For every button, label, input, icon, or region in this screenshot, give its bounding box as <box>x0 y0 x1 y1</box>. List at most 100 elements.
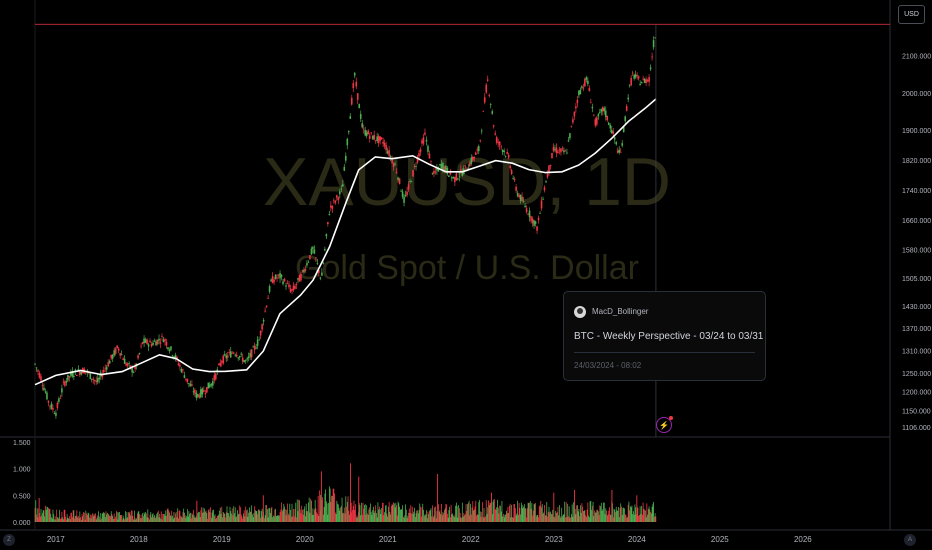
candle-body <box>564 150 567 152</box>
candle-body <box>516 193 519 196</box>
candle-body <box>530 216 532 221</box>
candle-body <box>194 389 196 394</box>
candle-body <box>352 83 355 89</box>
candle-body <box>403 196 405 203</box>
candle-body <box>380 137 383 139</box>
lightning-icon[interactable]: ⚡ <box>656 416 673 433</box>
candle-body <box>573 111 576 117</box>
candle-body <box>409 180 411 182</box>
candle-body <box>483 97 486 103</box>
candle-body <box>319 277 322 279</box>
candle-body <box>648 77 650 82</box>
candle-body <box>510 170 513 175</box>
candle-body <box>71 371 74 377</box>
candle-body <box>515 186 517 191</box>
candle-body <box>237 357 240 359</box>
candle-body <box>120 354 123 356</box>
candle-body <box>413 166 416 167</box>
candle-body <box>183 375 186 379</box>
candle-body <box>174 354 177 360</box>
candle-body <box>255 347 257 349</box>
candle-body <box>415 165 417 167</box>
avatar[interactable] <box>574 306 586 318</box>
candle-body <box>149 340 151 343</box>
candle-body <box>637 76 640 79</box>
candle-body <box>49 405 51 407</box>
candle-body <box>359 113 362 119</box>
auto-scale-button[interactable]: A <box>904 534 916 546</box>
candle-body <box>156 339 159 345</box>
candle-body <box>303 269 305 273</box>
candle-body <box>141 342 144 344</box>
candle-body <box>240 353 242 355</box>
candle-body <box>640 82 643 84</box>
candle-body <box>253 345 256 350</box>
candle-body <box>554 149 556 150</box>
price-tick-label: 1505.000 <box>902 276 931 283</box>
candle-body <box>504 155 507 157</box>
candle-body <box>347 131 350 133</box>
zoom-toggle-button[interactable]: Z <box>3 534 15 546</box>
candle-body <box>391 159 393 163</box>
candle-body <box>262 319 265 322</box>
currency-button[interactable]: USD <box>898 5 925 24</box>
candle-body <box>322 262 325 264</box>
candle-body <box>214 373 217 380</box>
candles <box>34 36 656 419</box>
candle-body <box>471 156 474 161</box>
candle-body <box>59 397 62 399</box>
candle-body <box>398 178 401 184</box>
candle-body <box>76 374 78 376</box>
candle-body <box>434 171 437 173</box>
candle-body <box>110 354 113 359</box>
candle-body <box>229 351 232 358</box>
candle-body <box>333 199 335 201</box>
candle-body <box>244 360 247 361</box>
candle-body <box>144 339 147 343</box>
candle-body <box>316 263 319 264</box>
candle-body <box>537 217 540 220</box>
idea-author[interactable]: MacD_Bollinger <box>592 307 649 316</box>
candle-body <box>561 148 564 150</box>
candle-body <box>41 385 44 387</box>
candle-body <box>619 151 622 153</box>
candle-body <box>234 354 237 356</box>
candle-body <box>138 353 141 354</box>
candle-body <box>425 139 428 142</box>
candle-body <box>503 150 505 153</box>
candle-body <box>43 387 45 391</box>
candle-body <box>274 274 277 279</box>
candle-body <box>395 171 398 173</box>
candle-body <box>90 378 93 380</box>
candle-body <box>74 369 77 372</box>
candle-body <box>555 147 558 153</box>
candle-body <box>634 74 637 78</box>
price-tick-label: 2000.000 <box>902 91 931 98</box>
candle-body <box>454 176 456 183</box>
candle-body <box>603 108 606 112</box>
candle-body <box>126 363 129 366</box>
candle-body <box>500 146 502 148</box>
candle-body <box>569 133 571 139</box>
candle-body <box>461 172 464 176</box>
candle-body <box>273 279 275 283</box>
price-tick-label: 1900.000 <box>902 128 931 135</box>
candle-body <box>73 375 75 377</box>
candle-body <box>534 221 537 224</box>
idea-card[interactable]: MacD_Bollinger BTC - Weekly Perspective … <box>563 291 766 381</box>
candle-body <box>386 151 389 154</box>
candle-body <box>180 368 183 373</box>
candle-body <box>213 375 216 381</box>
price-tick-label: 1580.000 <box>902 248 931 255</box>
candle-body <box>449 170 452 175</box>
candle-body <box>549 164 552 167</box>
idea-title[interactable]: BTC - Weekly Perspective - 03/24 to 03/3… <box>574 331 764 342</box>
candle-body <box>560 148 562 153</box>
candle-body <box>548 165 550 173</box>
candle-body <box>467 167 470 170</box>
candle-body <box>217 363 220 365</box>
candle-body <box>433 170 435 174</box>
candle-body <box>64 381 66 386</box>
candle-body <box>622 126 625 133</box>
